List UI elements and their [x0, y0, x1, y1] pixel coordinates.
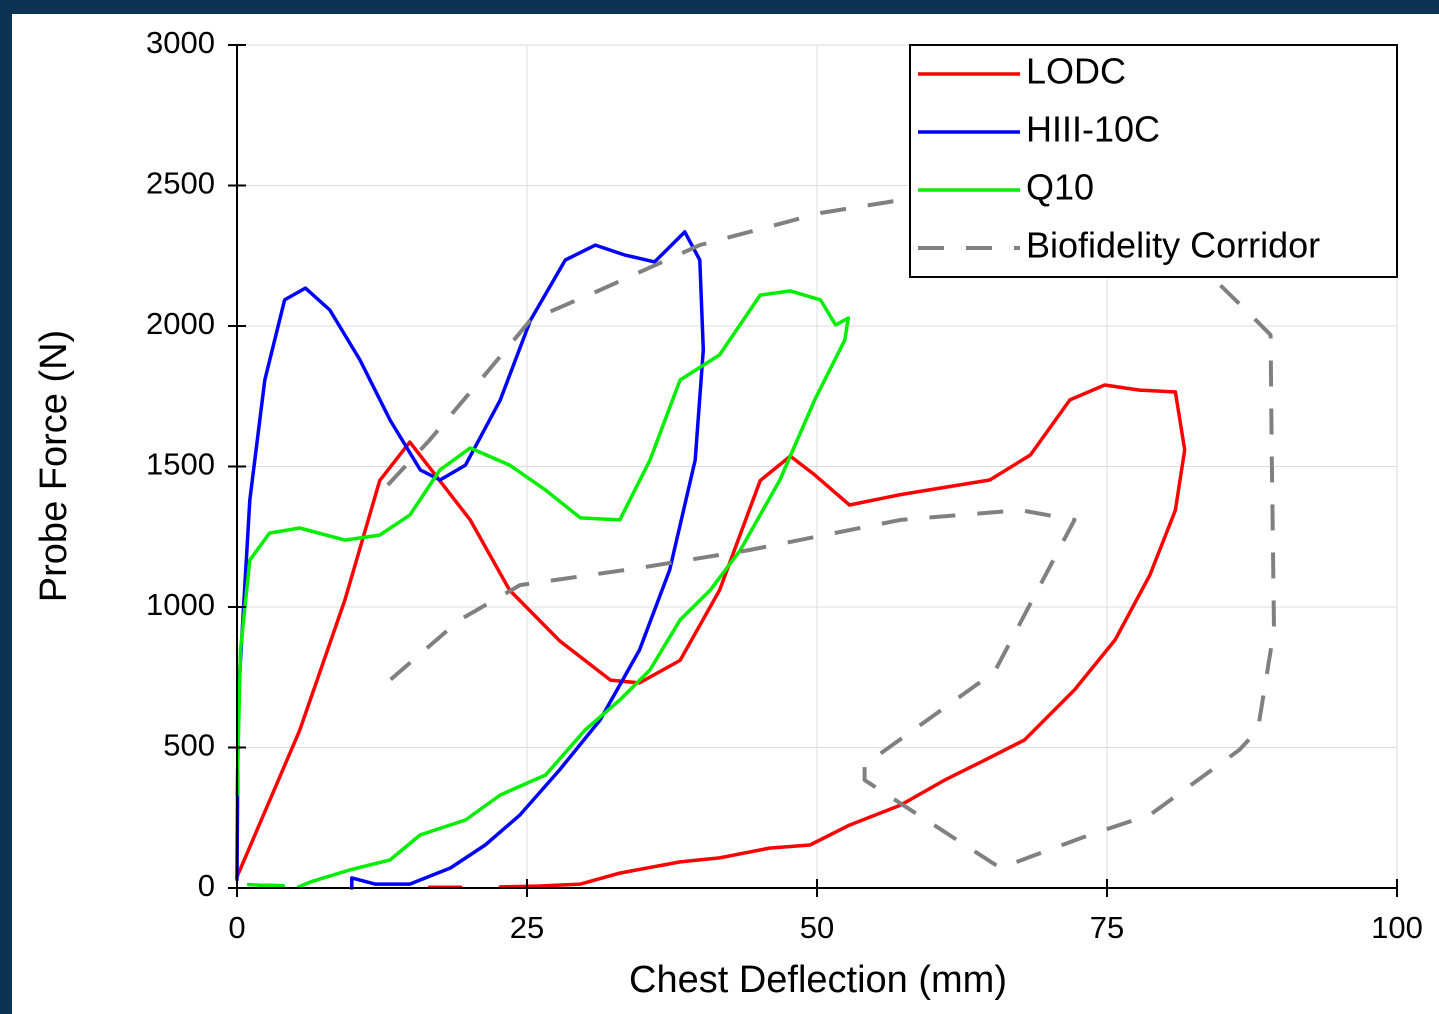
series-line: [235, 383, 1187, 889]
series-line: [386, 188, 1276, 870]
legend-label: HIII-10C: [1026, 109, 1160, 150]
x-tick-label: 0: [228, 910, 245, 945]
legend-label: Biofidelity Corridor: [1026, 225, 1320, 266]
y-tick-label: 1500: [146, 447, 215, 482]
x-tick-label: 50: [800, 910, 834, 945]
y-tick-label: 0: [198, 868, 215, 903]
y-tick-label: 1000: [146, 587, 215, 622]
x-tick-label: 75: [1090, 910, 1124, 945]
series-line: [235, 230, 706, 890]
legend-box: [909, 44, 1398, 278]
y-tick-label: 2000: [146, 306, 215, 341]
y-tick-label: 2500: [146, 166, 215, 201]
x-tick-label: 25: [510, 910, 544, 945]
y-tick-label: 500: [163, 728, 215, 763]
y-tick-label: 3000: [146, 25, 215, 60]
x-axis-label: Chest Deflection (mm): [629, 959, 1007, 1001]
series-line: [235, 289, 851, 889]
y-axis-label: Probe Force (N): [33, 330, 75, 602]
legend-label: Q10: [1026, 167, 1094, 208]
legend-label: LODC: [1026, 51, 1126, 92]
x-tick-label: 100: [1371, 910, 1423, 945]
